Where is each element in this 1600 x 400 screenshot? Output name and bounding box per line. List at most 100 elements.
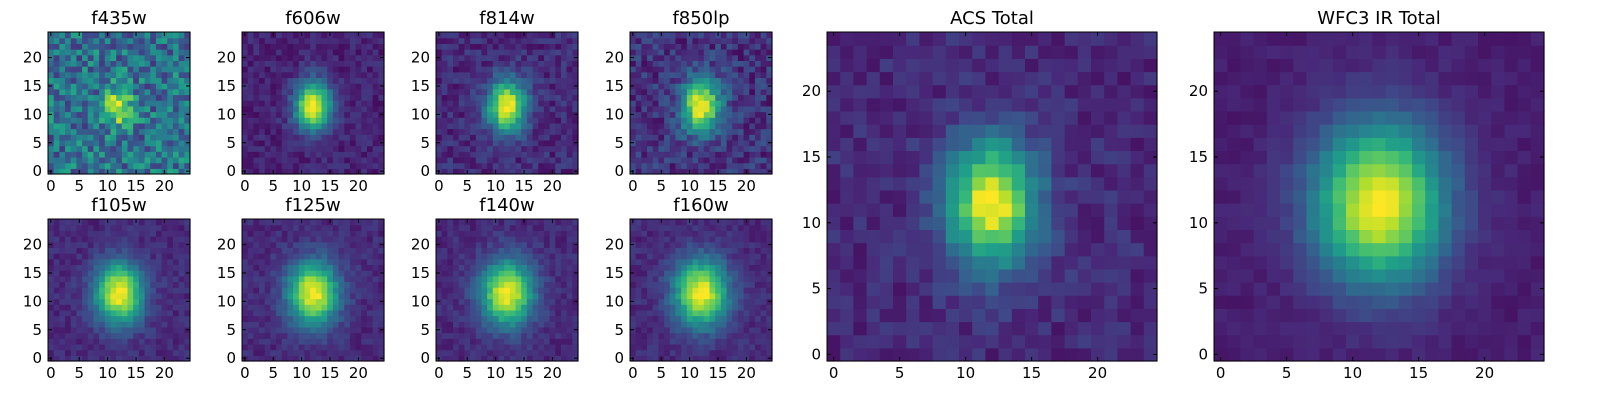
heatmap-cell xyxy=(110,275,117,283)
heatmap-cell xyxy=(138,151,146,158)
heatmap-cell xyxy=(59,151,66,158)
heatmap-cell xyxy=(332,270,340,277)
heatmap-cell xyxy=(53,156,60,164)
heatmap-cell xyxy=(121,37,129,44)
heatmap-cell xyxy=(726,156,733,164)
heatmap-cell xyxy=(754,128,762,135)
heatmap-cell xyxy=(93,292,100,300)
heatmap-cell xyxy=(681,343,688,351)
heatmap-cell xyxy=(509,315,517,322)
heatmap-cell xyxy=(178,128,185,135)
heatmap-cell xyxy=(298,37,306,44)
heatmap-cell xyxy=(526,304,534,311)
heatmap-cell xyxy=(155,88,163,96)
heatmap-cell xyxy=(470,230,477,237)
heatmap-cell xyxy=(104,151,112,158)
heatmap-cell xyxy=(737,122,745,130)
heatmap-cell xyxy=(332,349,340,356)
heatmap-cell xyxy=(70,338,77,345)
heatmap-cell xyxy=(692,304,699,311)
heatmap-cell xyxy=(669,128,677,135)
heatmap-cell xyxy=(93,122,100,130)
heatmap-cell xyxy=(144,219,151,226)
heatmap-cell xyxy=(65,326,72,334)
heatmap-cell xyxy=(652,162,659,169)
heatmap-cell xyxy=(264,88,271,96)
heatmap-cell xyxy=(327,241,334,248)
heatmap-cell xyxy=(492,139,500,147)
heatmap-cell xyxy=(572,224,579,231)
heatmap-cell xyxy=(526,332,534,339)
heatmap-cell xyxy=(155,83,163,90)
x-tick-label: 20 xyxy=(349,177,368,195)
heatmap-cell xyxy=(509,66,517,73)
heatmap-cell xyxy=(436,94,443,101)
heatmap-cell xyxy=(99,60,106,67)
heatmap-image xyxy=(242,32,385,175)
heatmap-cell xyxy=(492,162,500,169)
y-tick-label: 10 xyxy=(217,105,236,123)
heatmap-cell xyxy=(720,298,728,305)
heatmap-cell xyxy=(270,128,277,135)
heatmap-cell xyxy=(178,162,185,169)
heatmap-cell xyxy=(247,281,254,288)
heatmap-cell xyxy=(572,77,579,84)
heatmap-cell xyxy=(532,60,539,67)
heatmap-cell xyxy=(304,298,311,305)
heatmap-cell xyxy=(498,281,505,288)
heatmap-cell xyxy=(743,287,750,294)
heatmap-cell xyxy=(635,287,642,294)
heatmap-cell xyxy=(458,145,465,152)
heatmap-cell xyxy=(720,49,728,56)
heatmap-cell xyxy=(630,162,637,169)
heatmap-cell xyxy=(247,83,254,90)
x-tick-label: 10 xyxy=(292,364,311,382)
heatmap-cell xyxy=(498,321,505,328)
heatmap-cell xyxy=(355,122,362,130)
heatmap-cell xyxy=(487,94,494,101)
heatmap-cell xyxy=(378,128,385,135)
heatmap-cell xyxy=(652,304,659,311)
heatmap-cell xyxy=(161,258,168,266)
heatmap-cell xyxy=(161,66,168,73)
heatmap-cell xyxy=(526,83,534,90)
heatmap-cell xyxy=(481,264,488,271)
heatmap-cell xyxy=(332,264,340,271)
heatmap-cell xyxy=(726,287,733,294)
heatmap-cell xyxy=(698,128,705,135)
heatmap-cell xyxy=(447,94,454,101)
heatmap-cell xyxy=(287,94,294,101)
heatmap-cell xyxy=(315,77,323,84)
heatmap-cell xyxy=(641,43,648,50)
heatmap-cell xyxy=(338,292,345,300)
heatmap-cell xyxy=(253,281,260,288)
heatmap-cell xyxy=(754,332,762,339)
heatmap-cell xyxy=(504,343,511,351)
heatmap-cell xyxy=(304,253,311,260)
heatmap-cell xyxy=(509,43,517,50)
heatmap-cell xyxy=(253,105,260,113)
heatmap-cell xyxy=(332,247,340,254)
x-tick-label: 10 xyxy=(98,364,117,382)
heatmap-cell xyxy=(293,315,300,322)
heatmap-cell xyxy=(436,128,443,135)
heatmap-cell xyxy=(749,77,756,84)
heatmap-cell xyxy=(310,122,317,130)
heatmap-cell xyxy=(276,66,283,73)
heatmap-cell xyxy=(247,71,254,79)
heatmap-cell xyxy=(366,111,374,118)
heatmap-cell xyxy=(766,49,773,56)
heatmap-cell xyxy=(566,32,573,39)
heatmap-cell xyxy=(464,117,471,124)
heatmap-cell xyxy=(509,349,517,356)
heatmap-cell xyxy=(669,304,677,311)
heatmap-cell xyxy=(247,139,254,147)
heatmap-cell xyxy=(264,122,271,130)
heatmap-cell xyxy=(104,145,112,152)
heatmap-cell xyxy=(686,321,694,328)
heatmap-cell xyxy=(726,111,733,118)
heatmap-cell xyxy=(127,88,134,96)
heatmap-cell xyxy=(441,139,448,147)
heatmap-cell xyxy=(310,338,317,345)
